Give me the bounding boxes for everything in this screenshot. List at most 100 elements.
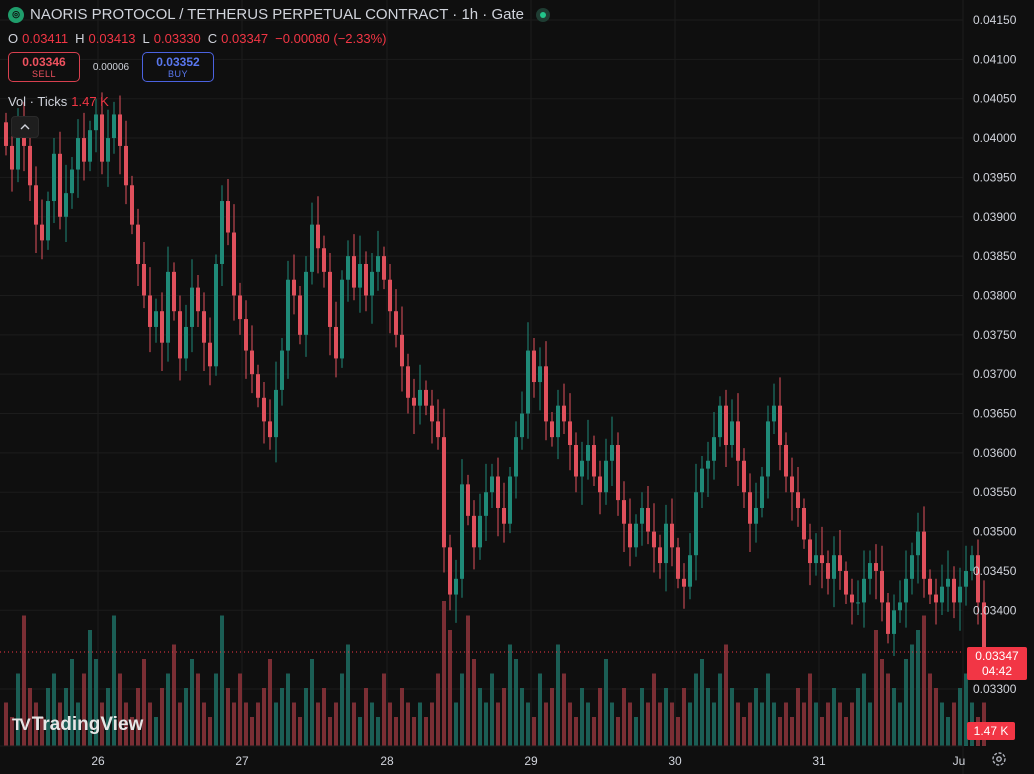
volume-bar	[118, 673, 122, 746]
candle-body	[364, 263, 368, 296]
volume-bar	[844, 717, 848, 746]
volume-bar	[442, 601, 446, 746]
volume-bar	[286, 673, 290, 746]
volume-bar	[880, 659, 884, 746]
gear-icon[interactable]	[990, 750, 1008, 768]
candle-body	[790, 476, 794, 493]
volume-bar	[694, 673, 698, 746]
tradingview-logo[interactable]: TV TradingView	[12, 714, 143, 736]
candle-body	[316, 224, 320, 249]
candle-body	[352, 256, 356, 288]
volume-bar	[802, 702, 806, 746]
volume-bar	[400, 688, 404, 746]
candle-body	[952, 578, 956, 603]
tradingview-logo-icon: TV	[12, 715, 31, 734]
time-tick-label: 30	[668, 754, 682, 768]
candle-body	[502, 507, 506, 524]
volume-bar	[148, 702, 152, 746]
candle-body	[850, 594, 854, 603]
candle-body	[382, 256, 386, 280]
volume-bar	[580, 688, 584, 746]
collapse-legend-button[interactable]	[11, 116, 39, 138]
volume-bar	[10, 717, 14, 746]
volume-bar	[760, 702, 764, 746]
candle-body	[244, 319, 248, 351]
volume-bar	[502, 688, 506, 746]
volume-bar	[796, 688, 800, 746]
candle-body	[838, 555, 842, 571]
candle-body	[574, 445, 578, 477]
volume-bar	[478, 688, 482, 746]
volume-bar	[292, 702, 296, 746]
volume-bar	[70, 659, 74, 746]
price-tick-label: 0.03850	[973, 249, 1017, 263]
volume-bar	[34, 702, 38, 746]
candle-body	[934, 594, 938, 603]
volume-bar	[328, 717, 332, 746]
volume-bar	[106, 688, 110, 746]
coin-icon: ◎	[8, 6, 24, 23]
candle-body	[142, 263, 146, 296]
candle-body	[154, 311, 158, 327]
candle-body	[526, 350, 530, 414]
volume-bar	[262, 688, 266, 746]
volume-bar	[742, 717, 746, 746]
time-axis[interactable]: 26 27 28 29 30 31 Ju	[91, 754, 965, 768]
candle-body	[946, 578, 950, 587]
candle-body	[628, 523, 632, 548]
candle-body	[424, 389, 428, 406]
price-axis[interactable]: 0.04150 0.04100 0.04050 0.04000 0.03950 0.039…	[973, 13, 1017, 739]
volume-value-tag: 1.47 K	[967, 722, 1015, 740]
volume-bar	[484, 702, 488, 746]
candle-body	[40, 224, 44, 241]
buy-label: BUY	[167, 68, 188, 79]
volume-bar	[124, 702, 128, 746]
volume-bar	[16, 673, 20, 746]
candle-body	[478, 515, 482, 548]
candle-body	[754, 507, 758, 524]
candle-body	[10, 145, 14, 170]
sell-button[interactable]: 0.03346 SELL	[8, 52, 80, 82]
volume-bar	[490, 673, 494, 746]
volume-bar	[538, 673, 542, 746]
candle-body	[22, 130, 26, 146]
candle-body	[508, 476, 512, 524]
volume-bar	[430, 702, 434, 746]
volume-bar	[766, 673, 770, 746]
volume-bar	[598, 688, 602, 746]
volume-bar	[52, 673, 56, 746]
candle-body	[58, 153, 62, 217]
close-value: 0.03347	[221, 31, 269, 46]
volume-bar	[232, 702, 236, 746]
candle-body	[76, 138, 80, 170]
candle-body	[622, 500, 626, 524]
candle-body	[292, 279, 296, 296]
volume-bar	[748, 702, 752, 746]
symbol-title[interactable]: NAORIS PROTOCOL / TETHERUS PERPETUAL CON…	[30, 6, 524, 23]
volume-legend-label: Vol · Ticks	[8, 94, 68, 109]
candle-body	[874, 563, 878, 571]
candle-body	[796, 492, 800, 508]
candle-body	[778, 405, 782, 446]
volume-bar	[460, 673, 464, 746]
candle-body	[262, 397, 266, 422]
volume-bar	[688, 702, 692, 746]
candle-body	[604, 460, 608, 493]
candle-body	[334, 326, 338, 359]
volume-bar	[142, 659, 146, 746]
volume-bar	[130, 717, 134, 746]
volume-bar	[562, 673, 566, 746]
volume-bar	[754, 688, 758, 746]
buy-button[interactable]: 0.03352 BUY	[142, 52, 214, 82]
volume-bar	[772, 702, 776, 746]
volume-legend[interactable]: Vol · Ticks 1.47 K	[8, 94, 109, 109]
volume-bar	[46, 688, 50, 746]
candle-body	[388, 279, 392, 312]
candle-body	[454, 578, 458, 595]
candle-body	[736, 421, 740, 461]
market-status-icon[interactable]	[536, 7, 550, 22]
price-tick-label: 0.03700	[973, 367, 1017, 381]
candle-body	[898, 602, 902, 611]
candle-body	[172, 271, 176, 312]
